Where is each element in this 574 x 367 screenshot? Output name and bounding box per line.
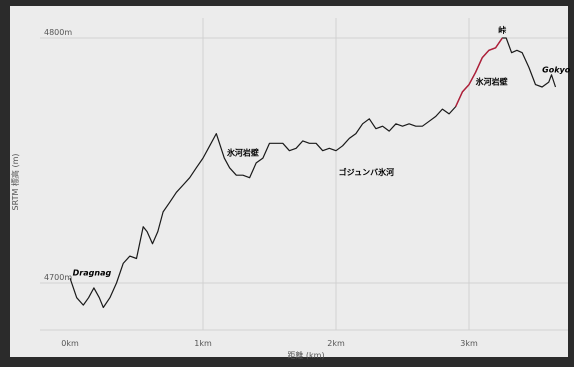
x-axis-label: 距離 (km) bbox=[287, 350, 324, 360]
annotation-label: Gokyo bbox=[542, 65, 571, 74]
annotation-label: 氷河岩壁 bbox=[226, 148, 259, 158]
annotation-label: Dragnag bbox=[73, 269, 112, 278]
annotation-label: 氷河岩壁 bbox=[475, 77, 508, 87]
series-lines bbox=[69, 37, 557, 309]
x-tick-label: 3km bbox=[460, 339, 478, 348]
y-axis-label: SRTM 標高 (m) bbox=[10, 154, 20, 211]
x-tick-label: 0km bbox=[61, 339, 79, 348]
grid-lines bbox=[40, 18, 568, 331]
elevation-line-highlight bbox=[455, 37, 503, 107]
annotation-label: 峠 bbox=[498, 25, 506, 35]
y-tick-label: 4800m bbox=[44, 28, 72, 37]
annotation-label: ゴジュンバ氷河 bbox=[339, 167, 394, 177]
chart-background bbox=[10, 6, 568, 357]
x-tick-label: 2km bbox=[327, 339, 345, 348]
y-tick-label: 4700m bbox=[44, 273, 72, 282]
tick-labels: 0km 1km 2km 3km 4700m 4800m bbox=[44, 28, 478, 348]
x-tick-label: 1km bbox=[194, 339, 212, 348]
